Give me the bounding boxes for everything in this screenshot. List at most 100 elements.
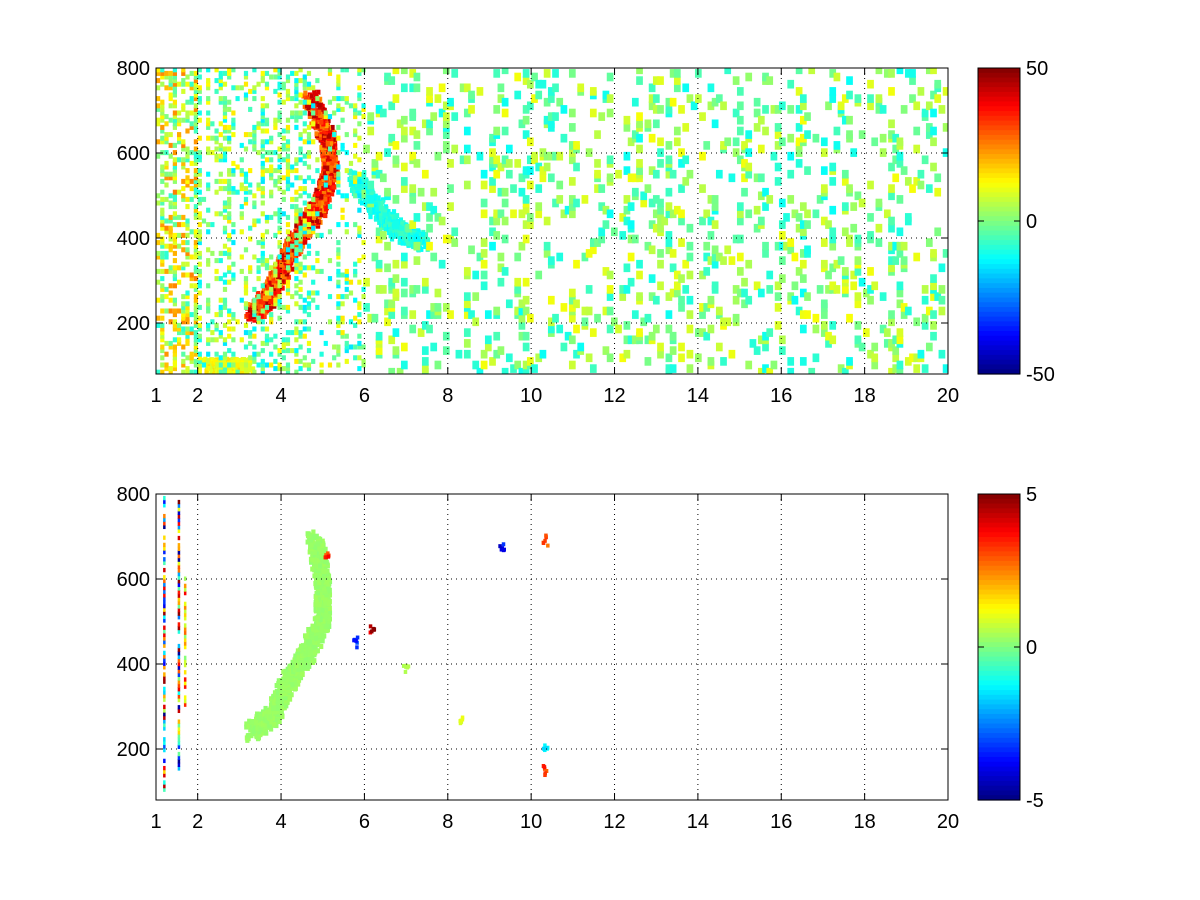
heatmap-cell	[329, 154, 334, 160]
heatmap-cell	[409, 151, 417, 161]
heatmap-cell	[623, 151, 631, 161]
heatmap-cell	[846, 90, 853, 100]
heatmap-cell	[319, 203, 324, 209]
heatmap-cell	[324, 205, 329, 211]
heatmap-cell	[497, 346, 505, 355]
heatmap-cell	[413, 130, 421, 139]
heatmap-cell	[275, 287, 280, 293]
heatmap-cell	[657, 76, 664, 85]
heatmap-cell	[264, 229, 270, 235]
heatmap-cell	[888, 87, 895, 96]
heatmap-cell	[791, 295, 799, 305]
heatmap-cell	[306, 222, 312, 228]
heatmap-cell	[168, 232, 173, 238]
heatmap-cell	[156, 279, 161, 285]
heatmap-cell	[177, 139, 182, 145]
heatmap-cell	[231, 240, 236, 246]
heatmap-cell	[480, 281, 488, 291]
heatmap-cell	[168, 243, 173, 249]
heatmap-cell	[252, 85, 257, 91]
heatmap-cell	[298, 304, 303, 310]
heatmap-cell	[400, 133, 408, 143]
heatmap-cell	[665, 231, 673, 240]
heatmap-cell	[302, 229, 307, 235]
heatmap-cell	[535, 353, 543, 363]
heatmap-cell	[606, 285, 614, 294]
heatmap-cell	[294, 265, 299, 271]
heatmap-cell	[323, 110, 328, 116]
heatmap-cell	[344, 196, 349, 202]
heatmap-cell	[298, 330, 303, 336]
heatmap-cell	[336, 315, 341, 321]
heatmap-cell	[892, 241, 900, 251]
heatmap-cell	[820, 259, 828, 269]
heatmap-cell	[172, 276, 177, 282]
heatmap-cell	[711, 259, 719, 269]
heatmap-cell	[867, 79, 874, 89]
heatmap-cell	[252, 124, 257, 130]
heatmap-cell	[837, 101, 845, 111]
heatmap-cell	[239, 229, 244, 235]
heatmap-cell	[766, 367, 774, 374]
heatmap-cell	[311, 178, 316, 184]
heatmap-cell	[311, 110, 316, 116]
heatmap-cell	[193, 319, 198, 325]
heatmap-cell	[248, 330, 253, 336]
heatmap-cell	[841, 227, 849, 237]
heatmap-cell	[327, 258, 333, 264]
heatmap-cell	[392, 94, 400, 103]
heatmap-cell	[357, 312, 362, 318]
heatmap-cell	[302, 178, 307, 184]
heatmap-cell	[867, 231, 874, 240]
heatmap-cell	[493, 209, 501, 219]
heatmap-cell	[778, 198, 786, 208]
heatmap-cell	[400, 83, 408, 93]
heatmap-cell	[384, 263, 391, 273]
heatmap-cell	[294, 88, 299, 94]
heatmap-cell	[703, 303, 711, 312]
colorbar-segment	[978, 264, 1020, 270]
heatmap-cell	[160, 333, 165, 339]
heatmap-cell	[160, 344, 165, 350]
heatmap-cell	[304, 103, 310, 109]
heatmap-cell	[820, 299, 828, 309]
colorbar-segment	[978, 369, 1020, 375]
heatmap-cell	[160, 168, 165, 174]
heatmap-cell	[193, 294, 198, 300]
heatmap-cell	[181, 308, 186, 314]
heatmap-cell	[736, 202, 744, 211]
colorbar-segment	[978, 230, 1020, 236]
heatmap-cell	[362, 179, 367, 185]
heatmap-cell	[543, 162, 551, 172]
heatmap-cell	[896, 288, 904, 298]
heatmap-cell	[344, 348, 349, 354]
heatmap-cell	[303, 234, 308, 240]
heatmap-cell	[328, 140, 334, 146]
heatmap-cell	[669, 209, 677, 219]
heatmap-cell	[181, 214, 186, 220]
heatmap-cell	[315, 168, 320, 174]
heatmap-cell	[820, 148, 828, 157]
heatmap-cell	[193, 322, 198, 328]
heatmap-cell	[285, 139, 291, 145]
heatmap-cell	[193, 358, 198, 364]
heatmap-cell	[581, 252, 589, 262]
heatmap-cell	[324, 125, 329, 131]
heatmap-cell	[264, 128, 270, 134]
heatmap-cell	[294, 358, 299, 364]
heatmap-cell	[172, 344, 177, 350]
heatmap-cell	[285, 117, 291, 123]
heatmap-cell	[375, 346, 383, 355]
heatmap-cell	[285, 178, 291, 184]
heatmap-cell	[854, 335, 862, 345]
heatmap-cell	[606, 209, 614, 219]
heatmap-cell	[900, 166, 908, 175]
heatmap-cell	[206, 68, 211, 73]
heatmap-cell	[290, 96, 295, 102]
heatmap-cell	[447, 202, 454, 211]
heatmap-cell	[804, 310, 811, 319]
heatmap-cell	[197, 315, 202, 321]
heatmap-cell	[231, 171, 236, 177]
heatmap-cell	[264, 157, 270, 163]
